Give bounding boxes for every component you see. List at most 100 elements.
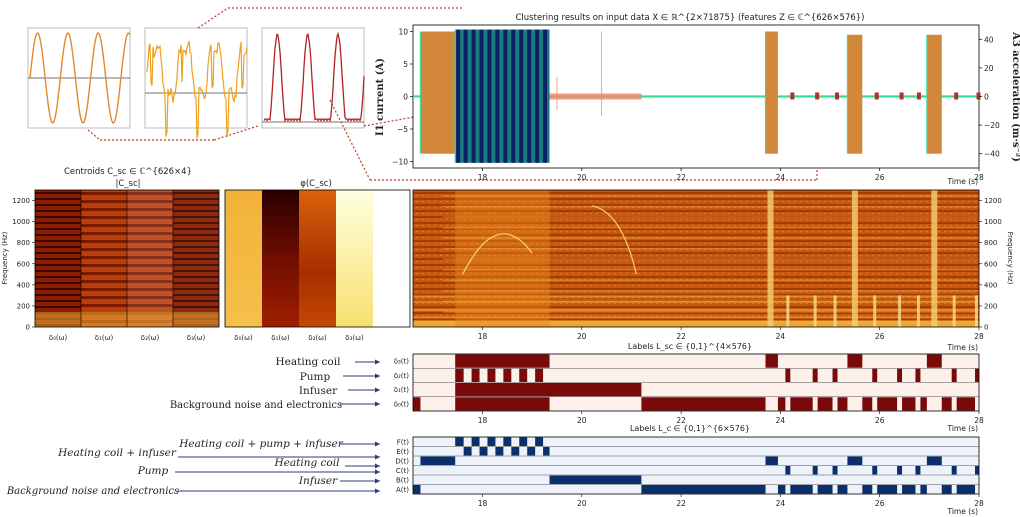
spec-pulse-4: [898, 295, 902, 327]
label-segment: [832, 466, 838, 475]
label-segment: [543, 447, 550, 456]
mag-ytick-label: 600: [17, 260, 30, 268]
top-block-1: [455, 29, 550, 163]
spec-band-0: [413, 316, 979, 319]
mag-xtick-label: δ₃(ω): [187, 334, 206, 342]
spec-harmonic: [443, 258, 979, 260]
annotation-label: Infuser: [299, 385, 338, 397]
label-segment: [926, 456, 942, 465]
annotation-arrow-head: [375, 488, 380, 494]
spec-band-2: [413, 300, 979, 303]
annotation-label: Background noise and electronics: [6, 486, 179, 497]
label-xtick-label: 18: [478, 416, 488, 425]
annotation-label: Heating coil: [274, 457, 340, 469]
top-ytick-right-label: 0: [984, 93, 989, 102]
annotation-label: Pump: [137, 465, 169, 477]
label-segment: [920, 485, 927, 494]
spec-pulse-2: [833, 295, 837, 327]
label-segment: [549, 475, 642, 484]
spec-band-3: [413, 295, 979, 298]
label-segment: [471, 368, 480, 382]
label-segment: [785, 368, 791, 382]
labels-sc-title: Labels L_sc ∈ {0,1}^{4×576}: [628, 342, 752, 351]
label-segment: [817, 397, 833, 411]
spec-harmonic: [443, 226, 979, 229]
spec-pulse-0: [786, 295, 790, 327]
spec-pulse-5: [916, 295, 920, 327]
labels-c-panel: F(t) E(t)D(t) C(t)B(t) A(t) 18 20 22 24 26 28 Heat…: [6, 436, 984, 508]
top-xtick-label: 22: [676, 173, 686, 182]
phase-x-ticks: δ₀(ω) δ₁(ω) δ₂(ω) δ₃(ω): [234, 334, 364, 342]
labels-sc-panel: δ₃(t) δ₂(t) δ₁(t) δ₀(t) 18 20 22 24 26 28 Heating …: [170, 353, 984, 425]
top-marker-4: [899, 92, 904, 100]
phase-col-2: [299, 190, 336, 327]
label-segment: [455, 368, 464, 382]
top-marker-2: [835, 92, 840, 100]
label-segment: [951, 368, 957, 382]
label-segment: [877, 397, 898, 411]
spec-xtick-label: 28: [974, 332, 984, 341]
spec-xtick-label: 22: [676, 332, 686, 341]
label-xtick-label: 26: [875, 416, 885, 425]
label-segment: [902, 397, 916, 411]
label-segment: [479, 447, 488, 456]
pump-stripe-6: [503, 29, 508, 163]
label-segment: [455, 354, 550, 368]
labels-sc-xlabel: Time (s): [947, 424, 979, 433]
magnitude-col-1: [81, 190, 127, 327]
label-segment: [837, 397, 848, 411]
pump-stripe-10: [535, 29, 540, 163]
annotation-label: Pump: [300, 371, 331, 383]
label-segment: [413, 397, 421, 411]
top-ylabel-right: A3 acceleration (m·s⁻²): [1010, 31, 1020, 162]
spec-xtick-label: 24: [776, 332, 786, 341]
top-marker-5: [916, 92, 921, 100]
label-segment: [956, 485, 976, 494]
top-ytick-right-label: 40: [984, 35, 994, 44]
label-segment: [641, 485, 766, 494]
mag-ytick-label: 400: [17, 281, 30, 289]
label-segment: [975, 368, 979, 382]
magnitude-y-ticks: 1200 1000 800 600 400 200 0: [12, 197, 35, 332]
annotation-label: Heating coil + pump + infuser: [178, 438, 343, 450]
label-segment: [511, 447, 520, 456]
label-segment: [455, 383, 642, 397]
spec-ytick-label: 1200: [984, 197, 1002, 205]
centroid-ylabel: Frequency (Hz): [1, 231, 9, 284]
inset-3-frame: [261, 27, 365, 129]
phase-xtick-label: δ₂(ω): [308, 334, 327, 342]
label-segment: [503, 437, 512, 446]
label-segment: [847, 354, 863, 368]
spec-pulse-6: [952, 295, 956, 327]
top-ytick-left-label: 10: [398, 28, 408, 37]
inset-2-waveform: [146, 40, 248, 139]
spectrogram-image: [413, 190, 979, 327]
label-segment: [847, 456, 863, 465]
label-segment: [956, 397, 976, 411]
label-segment: [641, 397, 766, 411]
spec-ytick-label: 0: [984, 324, 988, 332]
label-xtick-label: 24: [776, 499, 786, 508]
label-segment: [902, 485, 916, 494]
top-ytick-right-label: 20: [984, 64, 994, 73]
pump-stripe-9: [527, 29, 532, 163]
magnitude-col-0: [35, 190, 81, 327]
spec-low-band: [413, 320, 979, 327]
annotation-label: Background noise and electronics: [170, 400, 342, 411]
centroids-title: Centroids C_sc ∈ ℂ^{626×4}: [64, 167, 192, 177]
spec-coil-burst-2: [931, 190, 938, 327]
pump-stripe-1: [463, 29, 468, 163]
label-row-name: E(t): [396, 448, 409, 456]
label-xtick-label: 18: [478, 499, 488, 508]
top-marker-6: [954, 92, 959, 100]
label-row-name: δ₃(t): [394, 358, 410, 366]
pump-stripe-5: [495, 29, 500, 163]
pump-stripe-4: [487, 29, 492, 163]
label-row-name: A(t): [396, 486, 409, 494]
insets: [27, 27, 365, 139]
label-row-name: B(t): [396, 476, 409, 484]
pump-stripe-8: [519, 29, 524, 163]
label-segment: [519, 368, 528, 382]
label-row-name: δ₂(t): [394, 372, 410, 380]
top-marker-3: [874, 92, 879, 100]
